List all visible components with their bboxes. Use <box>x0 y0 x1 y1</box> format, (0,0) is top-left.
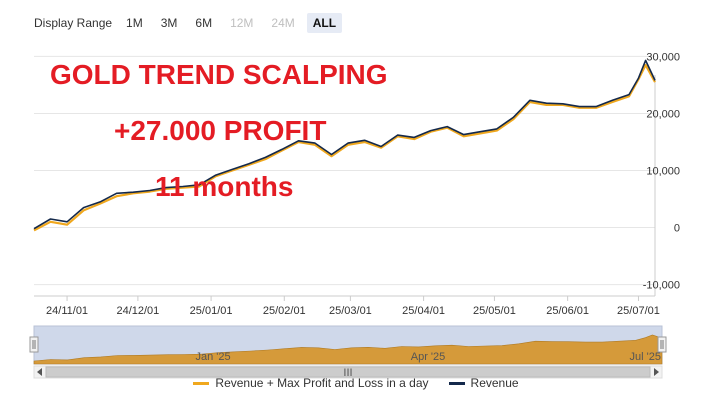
plot-series <box>33 59 656 232</box>
x-tick-label: 25/03/01 <box>329 305 372 317</box>
overlay-profit: +27.000 PROFIT <box>114 115 327 146</box>
x-tick-label: 24/12/01 <box>116 305 159 317</box>
x-axis: 24/11/01 24/12/01 25/01/01 25/02/01 25/03/01… <box>46 296 660 317</box>
range-button-all[interactable]: ALL <box>306 13 343 33</box>
legend: Revenue + Max Profit and Loss in a day R… <box>0 376 712 390</box>
legend-item-max-profit[interactable]: Revenue + Max Profit and Loss in a day <box>193 376 429 390</box>
navigator-area <box>33 334 663 365</box>
navigator-x-label: Jan '25 <box>196 351 231 363</box>
y-tick-label: 30,000 <box>646 51 680 63</box>
y-tick-label: 0 <box>674 223 680 235</box>
x-tick-label: 25/06/01 <box>546 305 589 317</box>
x-tick-label: 25/05/01 <box>473 305 516 317</box>
scrollbar-grip: III <box>343 367 352 379</box>
x-tick-label: 25/04/01 <box>402 305 445 317</box>
series-line-max-profit <box>33 63 656 232</box>
scrollbar-thumb[interactable] <box>45 366 651 378</box>
range-button-1m[interactable]: 1M <box>126 16 143 30</box>
range-button-12m: 12M <box>230 16 254 30</box>
overlay-duration: 11 months <box>155 171 294 202</box>
legend-label-max-profit: Revenue + Max Profit and Loss in a day <box>215 376 429 390</box>
x-tick-label: 25/07/01 <box>617 305 660 317</box>
navigator-right-handle[interactable] <box>657 336 667 353</box>
y-axis: -10,000 0 10,000 20,000 30,000 <box>643 51 680 291</box>
navigator-left-handle[interactable] <box>29 336 39 353</box>
navigator: Jan '25 Apr '25 Jul '25 III <box>29 325 667 379</box>
range-button-24m: 24M <box>271 16 295 30</box>
series-line-revenue <box>33 59 656 230</box>
scroll-right-arrow-icon[interactable] <box>654 368 659 376</box>
y-tick-label: 10,000 <box>646 166 680 178</box>
legend-item-revenue[interactable]: Revenue <box>448 376 519 390</box>
range-button-3m[interactable]: 3M <box>160 16 178 30</box>
display-range-toolbar: Display Range 1M 3M 6M 12M 24M ALL <box>34 12 348 34</box>
display-range-label: Display Range <box>34 16 113 30</box>
y-tick-label: -10,000 <box>643 280 680 292</box>
navigator-x-label: Apr '25 <box>411 351 446 363</box>
range-button-6m[interactable]: 6M <box>195 16 213 30</box>
legend-swatch-revenue <box>448 381 465 385</box>
legend-label-revenue: Revenue <box>470 376 519 390</box>
x-tick-label: 25/01/01 <box>190 305 233 317</box>
navigator-x-label: Jul '25 <box>630 351 661 363</box>
overlay-title: GOLD TREND SCALPING <box>50 59 388 90</box>
y-tick-label: 20,000 <box>646 108 680 120</box>
gridlines <box>34 55 656 297</box>
scroll-left-arrow-icon[interactable] <box>37 368 42 376</box>
x-tick-label: 25/02/01 <box>263 305 306 317</box>
x-tick-label: 24/11/01 <box>46 305 88 317</box>
legend-swatch-max-profit <box>193 381 210 385</box>
